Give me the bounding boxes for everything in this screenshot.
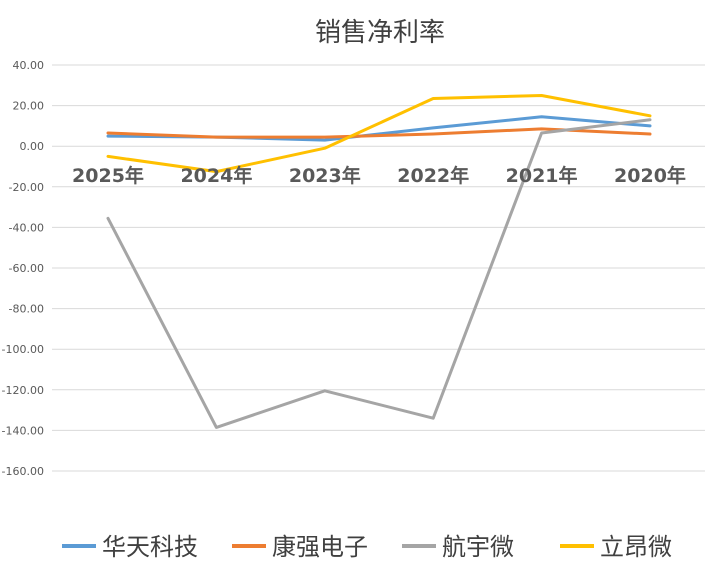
legend-item: 立昂微 bbox=[560, 533, 672, 561]
gridlines bbox=[52, 64, 705, 472]
x-tick-label: 2022年 bbox=[397, 164, 469, 187]
y-tick-label: 20.00 bbox=[13, 100, 45, 113]
series-line-2 bbox=[106, 118, 652, 429]
x-tick-label: 2021年 bbox=[506, 164, 578, 187]
legend-label: 航宇微 bbox=[442, 533, 514, 561]
y-tick-label: -80.00 bbox=[9, 303, 44, 316]
y-tick-label: -160.00 bbox=[2, 465, 44, 478]
y-tick-label: 0.00 bbox=[20, 140, 45, 153]
y-tick-label: -20.00 bbox=[9, 181, 44, 194]
series-line-3 bbox=[106, 94, 652, 174]
legend-item: 华天科技 bbox=[62, 533, 198, 561]
y-tick-label: -100.00 bbox=[2, 343, 44, 356]
chart-title: 销售净利率 bbox=[315, 18, 445, 48]
legend-item: 康强电子 bbox=[232, 533, 368, 561]
legend-item: 航宇微 bbox=[402, 533, 514, 561]
y-axis: 40.00 20.00 0.00 -20.00 -40.00 -60.00 -80.00 -1… bbox=[2, 59, 44, 478]
legend: 华天科技 康强电子 航宇微 立昂微 bbox=[62, 533, 672, 561]
x-tick-label: 2023年 bbox=[289, 164, 361, 187]
x-tick-label: 2020年 bbox=[614, 164, 686, 187]
x-axis: 2025年 2024年 2023年 2022年 2021年 2020年 bbox=[72, 164, 686, 187]
y-tick-label: 40.00 bbox=[13, 59, 45, 72]
y-tick-label: -60.00 bbox=[9, 262, 44, 275]
y-tick-label: -40.00 bbox=[9, 221, 44, 234]
x-tick-label: 2024年 bbox=[180, 164, 252, 187]
y-tick-label: -120.00 bbox=[2, 384, 44, 397]
legend-label: 华天科技 bbox=[102, 533, 198, 561]
y-tick-label: -140.00 bbox=[2, 424, 44, 437]
legend-label: 立昂微 bbox=[600, 533, 672, 561]
legend-label: 康强电子 bbox=[272, 533, 368, 561]
series-lines bbox=[106, 94, 652, 429]
x-tick-label: 2025年 bbox=[72, 164, 144, 187]
